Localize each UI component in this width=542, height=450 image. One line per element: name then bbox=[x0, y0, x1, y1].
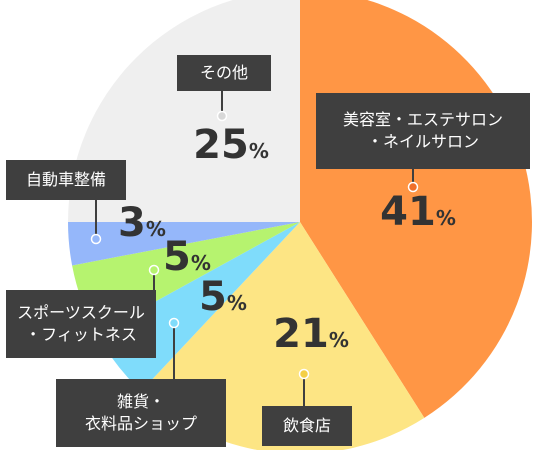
callout-text-sports-fitness: ・フィットネス bbox=[25, 325, 137, 344]
leader-dot-beauty-salon bbox=[407, 181, 419, 193]
leader-lines bbox=[90, 91, 419, 406]
callout-text-beauty-salon: 美容室・エステサロン bbox=[342, 110, 503, 129]
callout-text-goods-apparel: 衣料品ショップ bbox=[84, 414, 197, 433]
value-label-restaurant: 21% bbox=[273, 311, 349, 357]
callout-text-sports-fitness: スポーツスクール bbox=[17, 303, 145, 322]
leader-dot-auto-repair bbox=[90, 233, 102, 245]
value-label-goods-apparel: 5% bbox=[199, 274, 247, 320]
slice-auto-repair bbox=[68, 222, 300, 266]
value-labels: 41%21%5%5%3%25% bbox=[118, 122, 456, 357]
callout-other: その他 bbox=[177, 55, 271, 91]
value-label-auto-repair: 3% bbox=[118, 200, 166, 246]
callout-goods-apparel: 雑貨・衣料品ショップ bbox=[56, 379, 226, 447]
callout-sports-fitness: スポーツスクール ・フィットネス bbox=[6, 290, 156, 358]
value-label-sports-fitness: 5% bbox=[163, 234, 211, 280]
callout-auto-repair: 自動車整備 bbox=[6, 160, 126, 200]
callout-text-restaurant: 飲食店 bbox=[282, 416, 331, 435]
callout-text-other: その他 bbox=[199, 63, 248, 82]
callout-text-auto-repair: 自動車整備 bbox=[25, 170, 106, 189]
callout-beauty-salon: 美容室・エステサロン ・ネイルサロン bbox=[316, 93, 530, 169]
leader-dot-other bbox=[216, 110, 228, 122]
value-label-other: 25% bbox=[193, 122, 269, 168]
leader-dot-goods-apparel bbox=[168, 317, 180, 329]
leader-dot-restaurant bbox=[298, 368, 310, 380]
value-label-beauty-salon: 41% bbox=[380, 189, 456, 235]
callout-restaurant: 飲食店 bbox=[262, 406, 352, 446]
callout-text-beauty-salon: ・ネイルサロン bbox=[366, 132, 479, 151]
leader-dot-sports-fitness bbox=[148, 264, 160, 276]
callout-text-goods-apparel: 雑貨・ bbox=[116, 392, 165, 411]
